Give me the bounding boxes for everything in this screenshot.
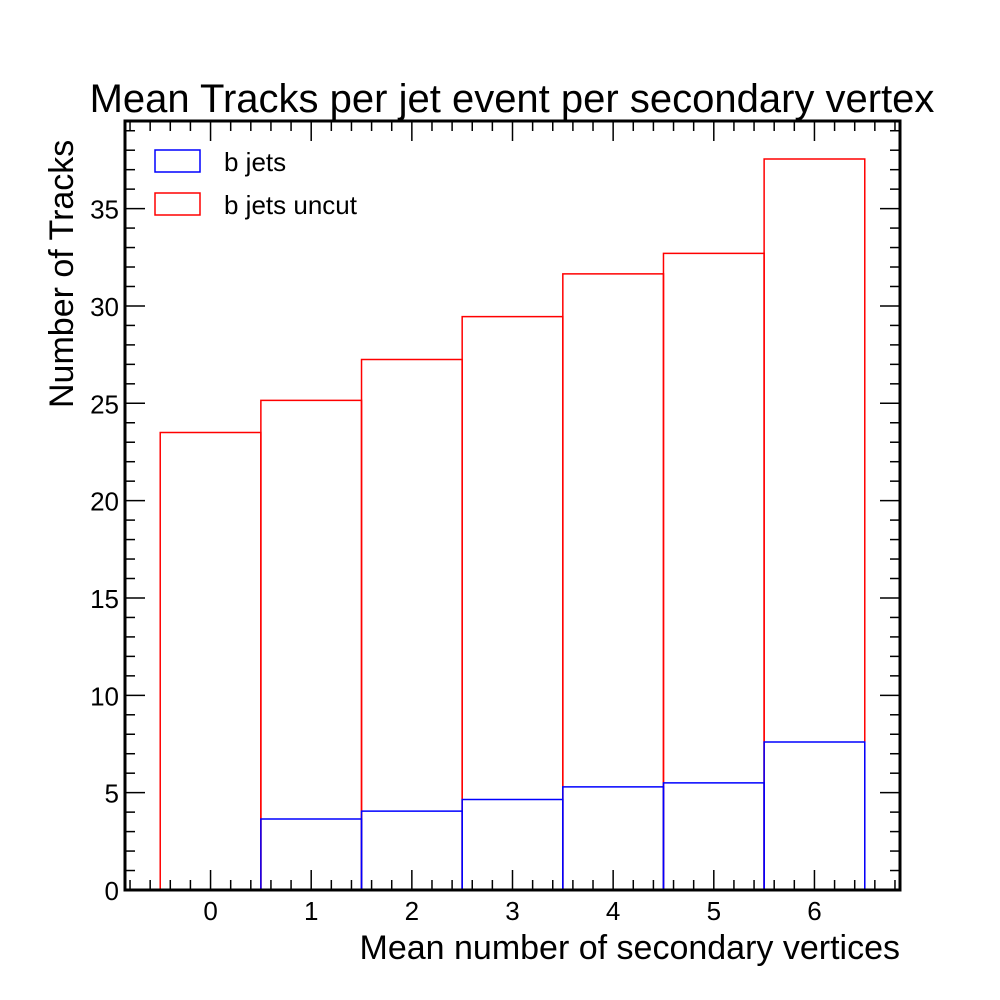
bar-b-jets-6 — [763, 741, 866, 890]
y-axis-label: Number of Tracks — [43, 140, 81, 408]
y-tick-label: 15 — [90, 584, 119, 614]
y-tick-label: 25 — [90, 389, 119, 419]
legend: b jets b jets uncut — [154, 147, 358, 220]
bar-b-jets-uncut-4 — [562, 273, 665, 890]
y-tick-label: 10 — [90, 681, 119, 711]
x-tick-label: 4 — [606, 896, 620, 926]
bar-b-jets-uncut-6 — [763, 158, 866, 890]
y-tick-label: 5 — [105, 779, 119, 809]
axis-ticks — [125, 121, 900, 891]
x-tick-label: 3 — [505, 896, 519, 926]
x-tick-label: 0 — [203, 896, 217, 926]
histogram-series — [159, 158, 866, 891]
plot-frame — [123, 119, 902, 892]
x-tick-label: 6 — [807, 896, 821, 926]
chart-title: Mean Tracks per jet event per secondary … — [90, 77, 935, 121]
bar-b-jets-uncut-0 — [159, 431, 262, 890]
y-tick-label: 30 — [90, 292, 119, 322]
bar-b-jets-uncut-3 — [461, 315, 564, 890]
x-tick-label: 5 — [707, 896, 721, 926]
bar-b-jets-uncut-5 — [662, 252, 765, 890]
legend-swatch-b-jets — [154, 149, 201, 173]
axis-tick-labels: 0 1 2 3 4 5 6 0 5 10 15 20 25 30 35 — [90, 195, 822, 926]
legend-swatch-b-jets-uncut — [154, 192, 201, 216]
x-tick-label: 1 — [304, 896, 318, 926]
series-b-jets — [160, 741, 866, 891]
legend-label-b-jets-uncut: b jets uncut — [224, 190, 358, 220]
bar-b-jets-uncut-1 — [260, 399, 363, 890]
x-tick-label: 2 — [405, 896, 419, 926]
legend-label-b-jets: b jets — [224, 147, 286, 177]
x-axis-label: Mean number of secondary vertices — [360, 929, 900, 967]
y-tick-label: 20 — [90, 487, 119, 517]
y-tick-label: 0 — [105, 876, 119, 906]
y-tick-label: 35 — [90, 195, 119, 225]
series-b-jets-uncut — [159, 158, 866, 890]
